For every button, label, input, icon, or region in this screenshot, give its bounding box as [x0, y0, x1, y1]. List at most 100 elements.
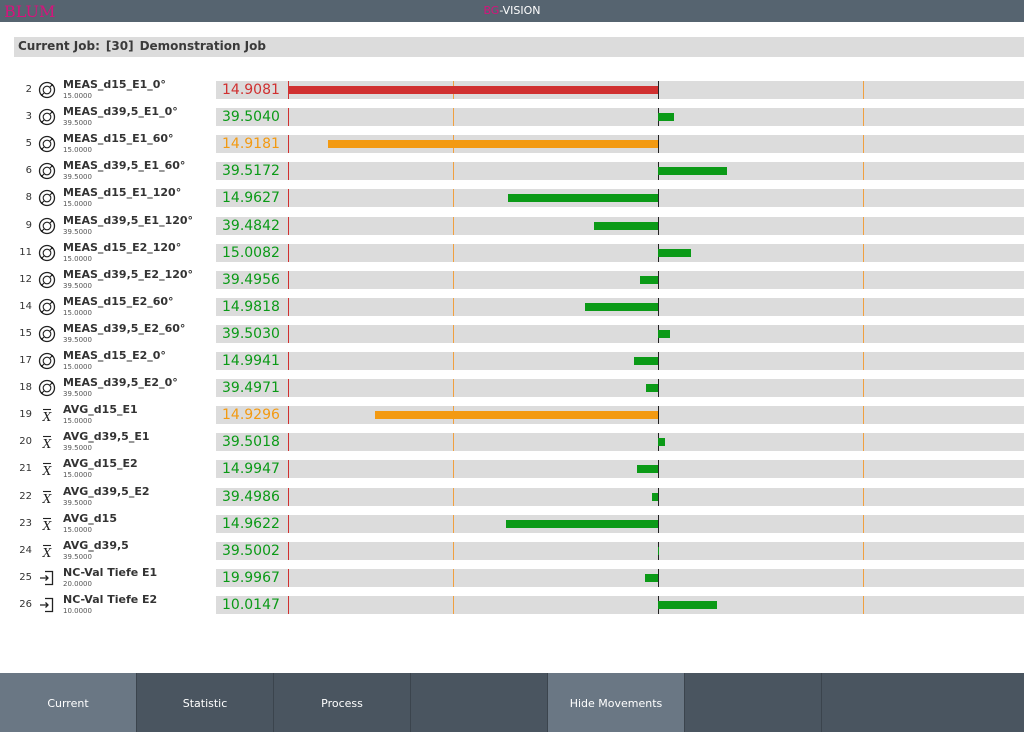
row-number: 5 [25, 138, 32, 149]
deviation-track: 14.9941 [216, 352, 1024, 370]
warning-limit-line [453, 460, 454, 478]
nominal-value: 39.5000 [63, 282, 92, 290]
roundness-icon [38, 352, 56, 370]
tolerance-limit-line [288, 135, 289, 153]
tolerance-limit-line [288, 325, 289, 343]
feature-name: MEAS_d15_E1_0° [63, 78, 166, 91]
nominal-line [658, 460, 659, 478]
deviation-bar [508, 194, 658, 202]
job-label: Current Job: [18, 39, 100, 53]
deviation-track: 39.5030 [216, 325, 1024, 343]
measurement-row[interactable]: 8 MEAS_d15_E1_120° 15.0000 14.9627 [0, 186, 1024, 216]
warning-limit-line [453, 488, 454, 506]
measurement-row[interactable]: 21 X AVG_d15_E2 15.0000 14.9947 [0, 457, 1024, 487]
measurement-row[interactable]: 20 X AVG_d39,5_E1 39.5000 39.5018 [0, 430, 1024, 460]
feature-name: AVG_d15_E1 [63, 403, 138, 416]
empty-toolbar-button[interactable] [411, 673, 548, 732]
warning-limit-line [863, 244, 864, 262]
measurement-row[interactable]: 26 NC-Val Tiefe E2 10.0000 10.0147 [0, 593, 1024, 623]
nominal-value: 39.5000 [63, 119, 92, 127]
warning-limit-line [453, 189, 454, 207]
roundness-icon [38, 81, 56, 99]
feature-name: AVG_d15 [63, 512, 117, 525]
svg-text:X: X [42, 546, 52, 560]
nominal-line [658, 81, 659, 99]
statistic-tab-button[interactable]: Statistic [137, 673, 274, 732]
warning-limit-line [453, 162, 454, 180]
nominal-line [658, 135, 659, 153]
warning-limit-line [453, 596, 454, 614]
measurement-row[interactable]: 24 X AVG_d39,5 39.5000 39.5002 [0, 539, 1024, 569]
process-tab-button[interactable]: Process [274, 673, 411, 732]
measurement-row[interactable]: 12 MEAS_d39,5_E2_120° 39.5000 39.4956 [0, 268, 1024, 298]
measurement-row[interactable]: 15 MEAS_d39,5_E2_60° 39.5000 39.5030 [0, 322, 1024, 352]
roundness-icon [38, 244, 56, 262]
deviation-track: 39.5002 [216, 542, 1024, 560]
current-tab-button[interactable]: Current [0, 673, 137, 732]
row-number: 9 [25, 220, 32, 231]
feature-name: MEAS_d39,5_E1_0° [63, 105, 178, 118]
measured-value: 14.9947 [222, 461, 280, 477]
empty-toolbar-button[interactable] [685, 673, 822, 732]
warning-limit-line [863, 379, 864, 397]
deviation-bar [658, 601, 717, 609]
measured-value: 39.5030 [222, 326, 280, 342]
deviation-track: 39.5018 [216, 433, 1024, 451]
job-name: Demonstration Job [139, 39, 266, 53]
job-id: [30] [105, 39, 134, 53]
measurement-row[interactable]: 3 MEAS_d39,5_E1_0° 39.5000 39.5040 [0, 105, 1024, 135]
warning-limit-line [863, 189, 864, 207]
warning-limit-line [863, 352, 864, 370]
deviation-track: 14.9181 [216, 135, 1024, 153]
warning-limit-line [453, 244, 454, 262]
tolerance-limit-line [288, 460, 289, 478]
measurement-row[interactable]: 11 MEAS_d15_E2_120° 15.0000 15.0082 [0, 241, 1024, 271]
row-number: 21 [19, 463, 32, 474]
warning-limit-line [863, 515, 864, 533]
empty-toolbar-button[interactable] [822, 673, 1024, 732]
tolerance-limit-line [288, 298, 289, 316]
measurement-row[interactable]: 5 MEAS_d15_E1_60° 15.0000 14.9181 [0, 132, 1024, 162]
measured-value: 14.9941 [222, 353, 280, 369]
deviation-track: 14.9296 [216, 406, 1024, 424]
input-icon [38, 596, 56, 614]
measurement-row[interactable]: 17 MEAS_d15_E2_0° 15.0000 14.9941 [0, 349, 1024, 379]
deviation-track: 19.9967 [216, 569, 1024, 587]
hide-movements-button[interactable]: Hide Movements [548, 673, 685, 732]
measurement-row[interactable]: 6 MEAS_d39,5_E1_60° 39.5000 39.5172 [0, 159, 1024, 189]
roundness-icon [38, 135, 56, 153]
row-number: 6 [25, 165, 32, 176]
deviation-bar [658, 249, 691, 257]
deviation-bar [645, 574, 658, 582]
row-number: 14 [19, 301, 32, 312]
warning-limit-line [453, 325, 454, 343]
measurement-row[interactable]: 14 MEAS_d15_E2_60° 15.0000 14.9818 [0, 295, 1024, 325]
warning-limit-line [863, 217, 864, 235]
measurement-row[interactable]: 18 MEAS_d39,5_E2_0° 39.5000 39.4971 [0, 376, 1024, 406]
warning-limit-line [453, 433, 454, 451]
row-number: 24 [19, 545, 32, 556]
svg-text:X: X [42, 519, 52, 533]
warning-limit-line [453, 542, 454, 560]
deviation-bar [506, 520, 658, 528]
warning-limit-line [453, 271, 454, 289]
warning-limit-line [863, 81, 864, 99]
nominal-line [658, 515, 659, 533]
warning-limit-line [863, 135, 864, 153]
feature-name: AVG_d15_E2 [63, 457, 138, 470]
deviation-track: 14.9818 [216, 298, 1024, 316]
roundness-icon [38, 379, 56, 397]
measurement-row[interactable]: 25 NC-Val Tiefe E1 20.0000 19.9967 [0, 566, 1024, 596]
nominal-value: 39.5000 [63, 499, 92, 507]
feature-name: MEAS_d15_E1_60° [63, 132, 174, 145]
row-number: 2 [25, 84, 32, 95]
measurement-row[interactable]: 2 MEAS_d15_E1_0° 15.0000 14.9081 [0, 78, 1024, 108]
measurement-row[interactable]: 22 X AVG_d39,5_E2 39.5000 39.4986 [0, 485, 1024, 515]
svg-text:X: X [42, 410, 52, 424]
measurement-row[interactable]: 23 X AVG_d15 15.0000 14.9622 [0, 512, 1024, 542]
warning-limit-line [863, 488, 864, 506]
nominal-line [658, 379, 659, 397]
deviation-bar [375, 411, 658, 419]
measurement-row[interactable]: 9 MEAS_d39,5_E1_120° 39.5000 39.4842 [0, 214, 1024, 244]
measurement-row[interactable]: 19 X AVG_d15_E1 15.0000 14.9296 [0, 403, 1024, 433]
